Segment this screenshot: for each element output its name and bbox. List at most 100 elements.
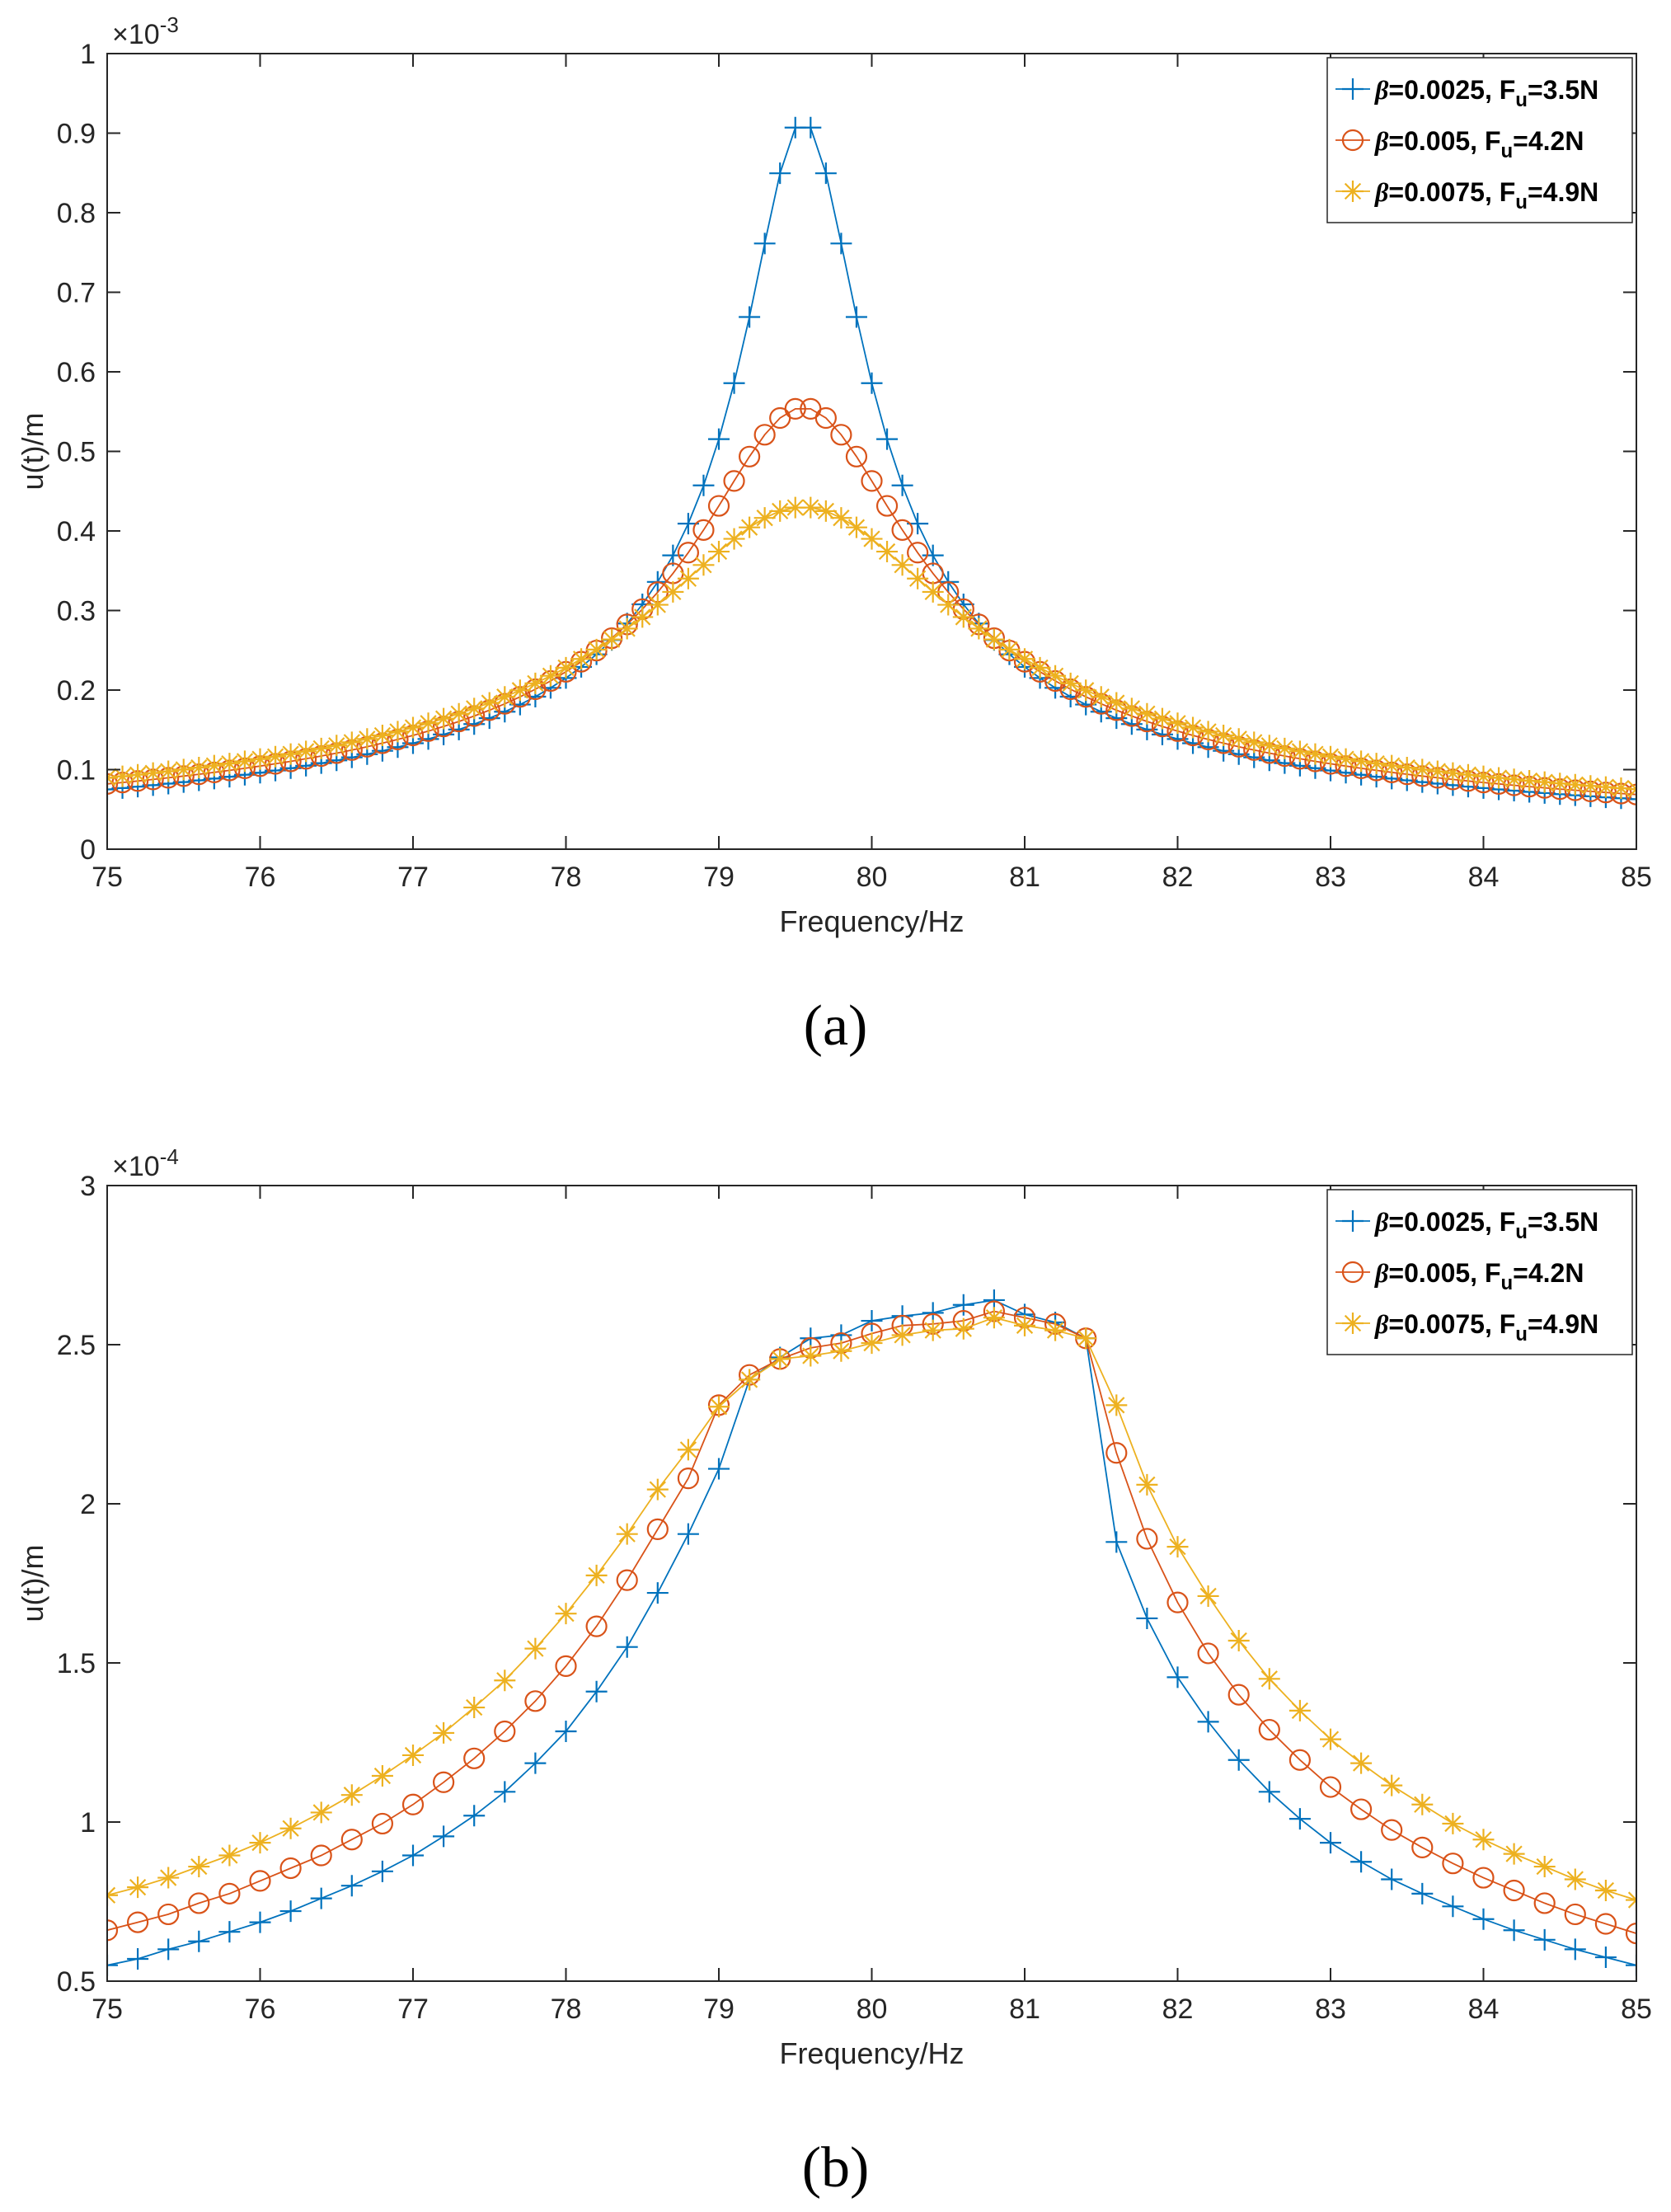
asterisk-marker <box>1594 776 1617 798</box>
plus-marker <box>753 232 776 255</box>
circle-marker <box>784 397 806 420</box>
asterisk-marker <box>1579 775 1602 797</box>
asterisk-marker <box>723 528 745 550</box>
asterisk-marker <box>1564 773 1586 796</box>
asterisk-marker <box>1411 758 1434 781</box>
circle-marker <box>463 1747 486 1769</box>
legend-text: =0.0075, F <box>1388 1309 1515 1339</box>
plus-marker <box>1594 1947 1617 1969</box>
asterisk-marker <box>677 567 699 589</box>
circle-marker <box>677 1468 700 1490</box>
asterisk-marker <box>188 757 210 779</box>
plus-marker <box>1533 1928 1556 1951</box>
y-axis-label: u(t)/m <box>16 1545 49 1623</box>
asterisk-marker <box>1136 1473 1158 1496</box>
y-tick-label: 0.4 <box>57 516 96 547</box>
plus-marker <box>845 306 867 328</box>
exponent-power: -4 <box>160 1144 179 1169</box>
asterisk-marker <box>646 594 669 616</box>
plus-marker <box>861 372 883 394</box>
asterisk-marker <box>646 1478 669 1500</box>
x-tick-label: 81 <box>1009 1994 1040 2025</box>
asterisk-marker <box>555 1603 577 1625</box>
plus-marker <box>1320 1832 1341 1854</box>
x-tick-label: 76 <box>245 862 276 893</box>
exponent-base: ×10 <box>112 19 160 50</box>
asterisk-marker <box>371 724 393 746</box>
y-tick-label: 1 <box>80 39 96 70</box>
legend-label: β=0.0025, Fu=3.5N <box>1374 75 1598 111</box>
asterisk-marker <box>356 728 378 750</box>
asterisk-marker <box>968 618 990 640</box>
legend-label: β=0.0075, Fu=4.9N <box>1374 177 1598 214</box>
x-tick-label: 77 <box>397 862 429 893</box>
exponent-power: -3 <box>160 12 179 37</box>
asterisk-marker <box>1442 762 1464 784</box>
circle-marker <box>738 445 761 467</box>
x-tick-label: 85 <box>1621 1994 1652 2025</box>
asterisk-marker <box>433 1721 455 1744</box>
asterisk-marker <box>1503 1843 1525 1865</box>
asterisk-marker <box>784 496 806 519</box>
asterisk-marker <box>172 758 195 781</box>
circle-marker <box>107 773 119 795</box>
legend-subscript: u <box>1515 191 1528 214</box>
asterisk-marker <box>1594 1879 1617 1901</box>
y-tick-label: 0 <box>80 834 96 866</box>
legend-text: =0.005, F <box>1388 1258 1500 1288</box>
circle-marker <box>1442 1853 1464 1875</box>
legend-item-1: β=0.0025, Fu=3.5N <box>1335 1207 1598 1243</box>
plus-marker <box>371 1860 393 1882</box>
legend-text-end: =4.2N <box>1513 126 1584 156</box>
asterisk-marker <box>265 745 287 768</box>
x-tick-label: 79 <box>703 1994 735 2025</box>
legend-subscript: u <box>1500 140 1513 162</box>
asterisk-marker <box>1213 724 1235 746</box>
circle-marker <box>157 1903 180 1926</box>
plus-marker <box>1227 1749 1250 1771</box>
asterisk-marker <box>1549 773 1571 795</box>
asterisk-marker <box>585 638 608 660</box>
panel-a-caption: (a) <box>803 994 868 1058</box>
legend: β=0.0025, Fu=3.5Nβ=0.005, Fu=4.2Nβ=0.007… <box>1326 1189 1633 1355</box>
circle-marker <box>1319 1776 1342 1798</box>
asterisk-marker <box>1426 760 1448 782</box>
asterisk-marker <box>188 1856 210 1878</box>
legend-subscript: u <box>1515 1221 1528 1243</box>
circle-marker <box>1166 1591 1189 1613</box>
asterisk-marker <box>249 748 271 770</box>
asterisk-marker <box>814 500 837 522</box>
asterisk-marker <box>861 528 883 550</box>
asterisk-marker <box>1227 728 1250 750</box>
asterisk-marker <box>1411 1793 1434 1815</box>
asterisk-marker <box>249 1832 271 1854</box>
plus-marker <box>127 1947 149 1970</box>
asterisk-marker <box>662 580 684 603</box>
asterisk-marker <box>1381 754 1403 777</box>
asterisk-marker <box>494 686 516 708</box>
legend-text-end: =4.9N <box>1528 177 1598 207</box>
y-exponent-label: ×10-4 <box>112 1144 179 1182</box>
circle-marker <box>707 495 730 517</box>
legend-text-end: =3.5N <box>1528 1207 1598 1237</box>
circle-marker <box>1341 1261 1364 1284</box>
y-tick-label: 2 <box>80 1489 96 1520</box>
plus-marker <box>692 474 715 496</box>
series-3 <box>107 1307 1636 1911</box>
plus-marker <box>1288 1808 1311 1830</box>
x-tick-label: 77 <box>397 1994 429 2025</box>
asterisk-marker <box>1014 1314 1035 1336</box>
asterisk-marker <box>1258 1668 1280 1690</box>
circle-marker <box>1503 1879 1525 1902</box>
asterisk-marker <box>433 707 455 730</box>
circle-marker <box>861 470 883 492</box>
asterisk-marker <box>1503 768 1525 791</box>
asterisk-marker <box>1518 769 1541 791</box>
asterisk-marker <box>922 580 944 603</box>
asterisk-marker <box>524 672 547 694</box>
asterisk-marker <box>937 594 960 616</box>
asterisk-marker <box>1320 1728 1341 1750</box>
asterisk-marker <box>218 753 241 775</box>
asterisk-marker <box>1610 777 1632 799</box>
